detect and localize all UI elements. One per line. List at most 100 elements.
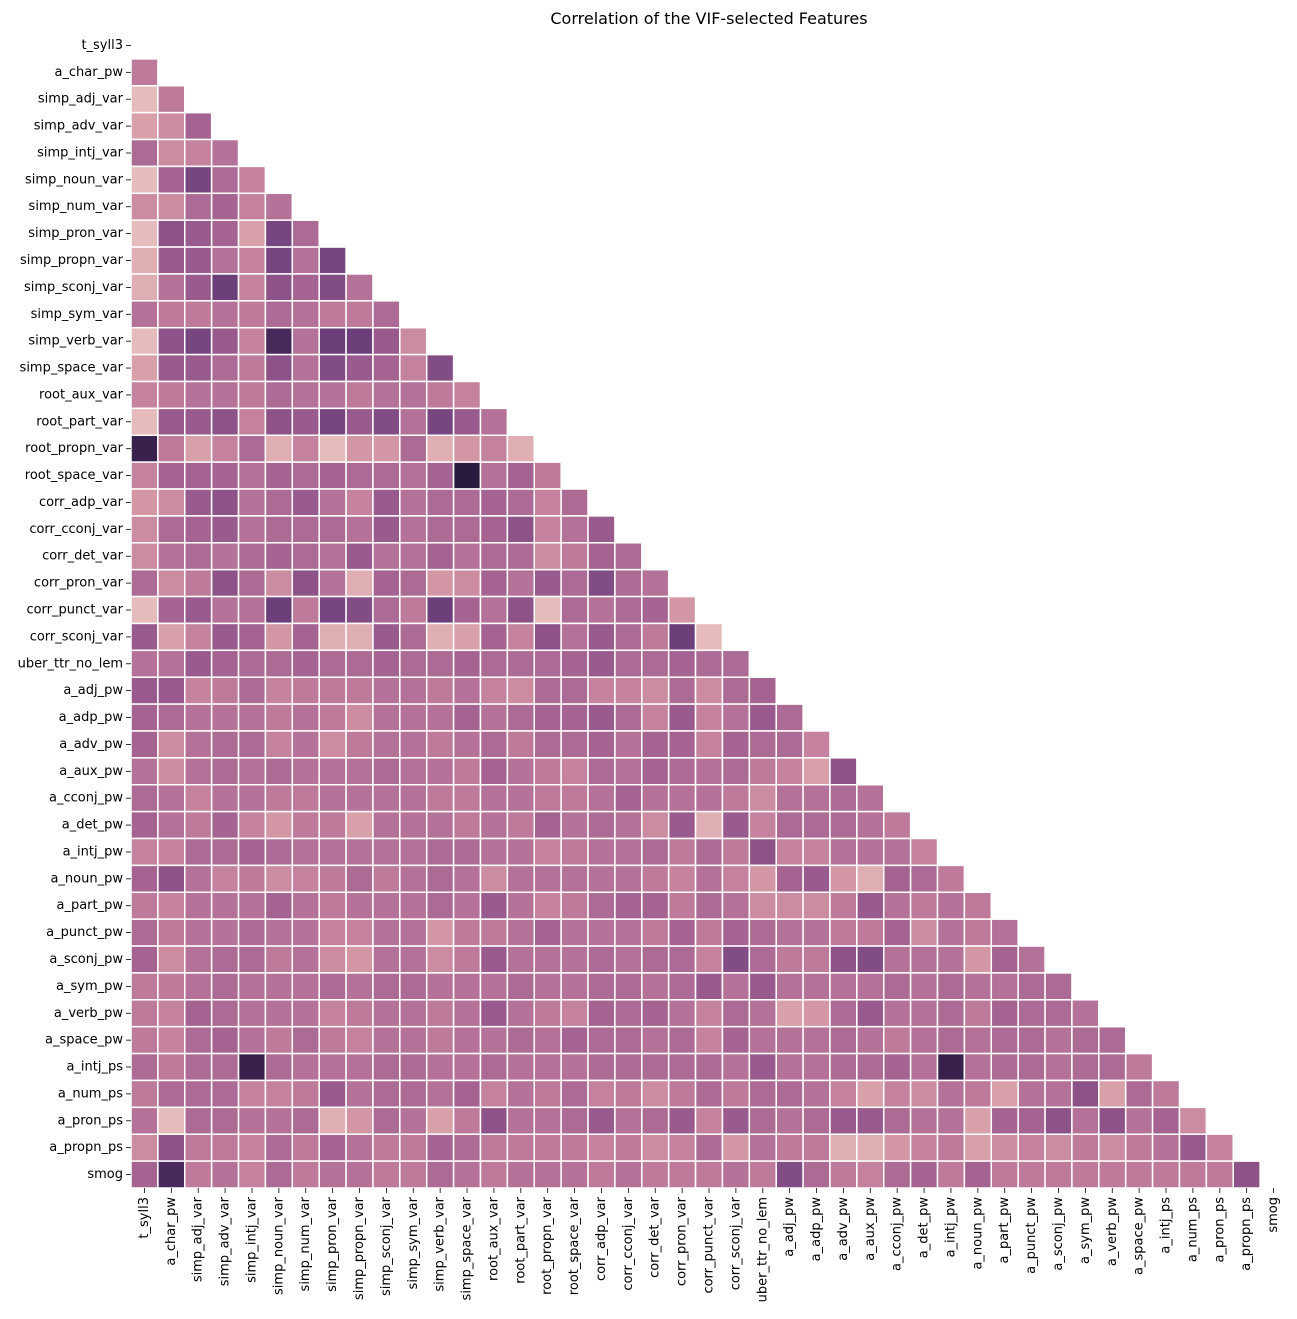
x-tick-label: a_aux_pw	[863, 1197, 878, 1261]
heatmap-cell	[184, 192, 213, 221]
heatmap-cell	[157, 810, 186, 840]
heatmap-cell	[802, 730, 831, 759]
heatmap-cell	[318, 353, 347, 383]
heatmap-cell	[345, 945, 374, 974]
x-tick-label: root_space_var	[567, 1196, 582, 1295]
heatmap-cell	[452, 434, 482, 463]
heatmap-cell	[157, 300, 186, 329]
heatmap-cell	[157, 407, 186, 436]
heatmap-cell	[909, 864, 939, 894]
heatmap-cell	[614, 1133, 643, 1162]
heatmap-cell	[882, 918, 912, 947]
heatmap-cell	[533, 1079, 562, 1109]
heatmap-cell	[157, 488, 186, 517]
heatmap-cell	[372, 703, 401, 732]
heatmap-cell	[318, 1079, 347, 1109]
heatmap-cell	[318, 1025, 347, 1055]
heatmap-cell	[721, 864, 751, 894]
heatmap-cell	[775, 757, 804, 786]
heatmap-cell	[909, 945, 939, 974]
heatmap-cell	[1071, 1079, 1100, 1109]
heatmap-cell	[802, 945, 831, 974]
heatmap-cell	[345, 1052, 374, 1082]
heatmap-cell	[372, 1052, 401, 1082]
heatmap-cell	[130, 380, 159, 410]
heatmap-cell	[641, 757, 670, 786]
heatmap-cell	[802, 918, 831, 947]
heatmap-cell	[291, 300, 320, 329]
heatmap-cell	[560, 515, 589, 544]
heatmap-cell	[184, 595, 213, 625]
heatmap-cell	[130, 165, 159, 195]
heatmap-cell	[775, 891, 804, 920]
heatmap-cell	[452, 945, 482, 974]
heatmap-cells	[130, 58, 1261, 1189]
heatmap-cell	[856, 1025, 885, 1055]
heatmap-cell	[533, 783, 562, 813]
heatmap-cell	[909, 1052, 939, 1082]
x-tick-label: corr_cconj_var	[621, 1196, 636, 1290]
heatmap-cell	[210, 891, 240, 920]
heatmap-cell	[425, 1133, 455, 1162]
heatmap-cell	[237, 273, 267, 302]
heatmap-cell	[614, 730, 643, 759]
heatmap-cell	[318, 434, 347, 463]
heatmap-cell	[533, 622, 562, 652]
heatmap-cell	[802, 972, 831, 1001]
heatmap-cell	[425, 1052, 455, 1082]
heatmap-cell	[560, 649, 589, 678]
heatmap-cell	[210, 434, 240, 463]
heatmap-cell	[372, 461, 401, 490]
heatmap-cell	[157, 353, 186, 383]
heatmap-cell	[237, 810, 267, 840]
heatmap-cell	[345, 380, 374, 410]
heatmap-cell	[533, 542, 562, 571]
heatmap-cell	[479, 461, 509, 490]
heatmap-cell	[721, 676, 751, 705]
heatmap-cell	[318, 649, 347, 678]
heatmap-cell	[694, 864, 724, 894]
heatmap-cell	[157, 945, 186, 974]
heatmap-cell	[264, 326, 294, 356]
heatmap-cell	[210, 515, 240, 544]
heatmap-cell	[614, 999, 643, 1028]
heatmap-cell	[210, 703, 240, 732]
x-tick-label: corr_pron_var	[675, 1196, 690, 1286]
heatmap-cell	[345, 1106, 374, 1135]
heatmap-cell	[372, 945, 401, 974]
y-tick-label: simp_noun_var	[25, 172, 124, 187]
heatmap-cell	[130, 85, 159, 114]
heatmap-cell	[963, 1106, 993, 1135]
heatmap-cell	[479, 1079, 509, 1109]
heatmap-cell	[533, 1106, 562, 1135]
heatmap-cell	[130, 219, 159, 248]
heatmap-cell	[936, 891, 966, 920]
heatmap-cell	[425, 380, 455, 410]
heatmap-cell	[829, 783, 858, 813]
heatmap-cell	[452, 864, 482, 894]
heatmap-cell	[775, 810, 804, 840]
heatmap-cell	[372, 595, 401, 625]
heatmap-cell	[694, 622, 724, 652]
x-tick-label: root_propn_var	[540, 1196, 555, 1294]
x-tick-label: simp_noun_var	[271, 1196, 286, 1295]
heatmap-cell	[506, 622, 535, 652]
heatmap-cell	[345, 1079, 374, 1109]
y-tick-label: a_verb_pw	[54, 1006, 124, 1021]
heatmap-cell	[506, 649, 535, 678]
heatmap-cell	[345, 595, 374, 625]
heatmap-cell	[909, 1133, 939, 1162]
heatmap-cell	[667, 999, 697, 1028]
heatmap-cell	[990, 1133, 1019, 1162]
heatmap-cell	[641, 918, 670, 947]
heatmap-cell	[425, 542, 455, 571]
heatmap-cell	[694, 837, 724, 867]
heatmap-cell	[184, 918, 213, 947]
heatmap-cell	[399, 783, 428, 813]
heatmap-cell	[721, 999, 751, 1028]
heatmap-cell	[291, 326, 320, 356]
heatmap-cell	[291, 649, 320, 678]
heatmap-cell	[130, 111, 159, 141]
heatmap-cell	[291, 568, 320, 598]
heatmap-cell	[694, 1106, 724, 1135]
